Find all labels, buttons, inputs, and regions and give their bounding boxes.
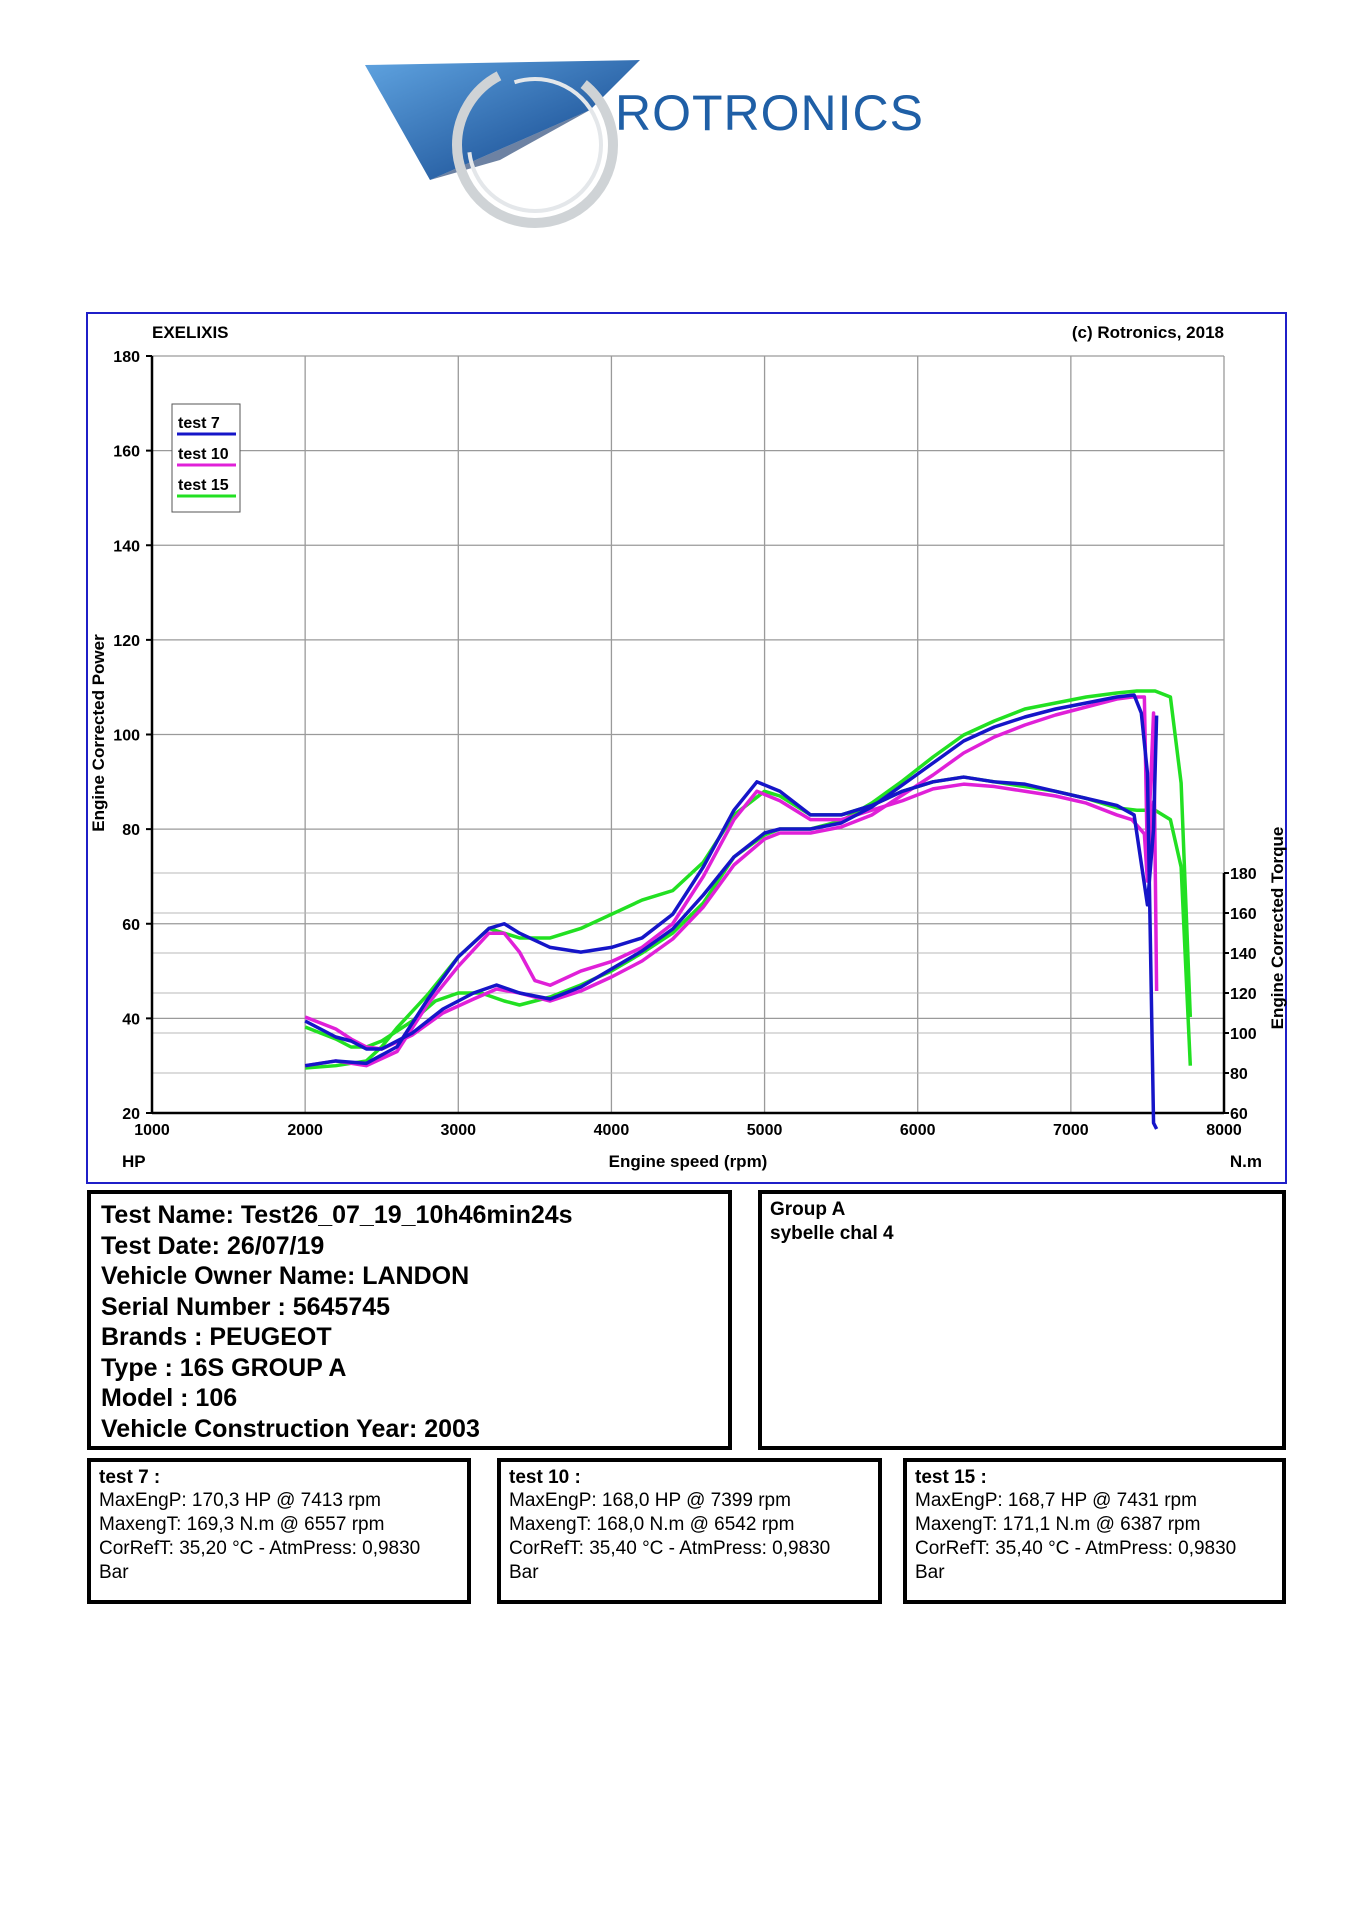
y-tick-label-left: 20 — [122, 1106, 140, 1123]
y-tick-label-left: 100 — [113, 728, 140, 745]
group-notes-box: Group A sybelle chal 4 — [758, 1190, 1286, 1450]
y2-unit-label: N.m — [1230, 1152, 1262, 1171]
y-tick-label-left: 120 — [113, 633, 140, 650]
test-summary-name: test 15 : — [915, 1467, 987, 1488]
x-axis-title: Engine speed (rpm) — [609, 1152, 768, 1171]
test-summary-corref: CorRefT: 35,20 °C - AtmPress: 0,9830 — [99, 1538, 421, 1559]
y-tick-label-left: 40 — [122, 1011, 140, 1028]
y-tick-label-right: 180 — [1230, 866, 1257, 883]
brands-text: Brands : PEUGEOT — [101, 1323, 332, 1351]
y-tick-label-left: 60 — [122, 917, 140, 934]
y-tick-label-right: 140 — [1230, 946, 1257, 963]
x-tick-label: 2000 — [287, 1122, 323, 1139]
x-tick-label: 3000 — [440, 1122, 476, 1139]
torque-line-test-10 — [304, 695, 1159, 1051]
test-summary-name: test 7 : — [99, 1467, 161, 1488]
rotronics-logo: ROTRONICS — [365, 60, 924, 228]
model-text: Model : 106 — [101, 1384, 238, 1412]
y-tick-label-right: 60 — [1230, 1106, 1248, 1123]
power-line-test-15 — [305, 775, 1193, 1070]
test-summary-maxp: MaxEngP: 168,0 HP @ 7399 rpm — [509, 1490, 791, 1511]
x-tick-label: 7000 — [1053, 1122, 1089, 1139]
serial-number-text: Serial Number : 5645745 — [101, 1292, 391, 1321]
logo-text: ROTRONICS — [615, 85, 924, 141]
group-line-1: Group A — [770, 1199, 846, 1220]
owner-name-text: Vehicle Owner Name: LANDON — [101, 1262, 470, 1290]
power-line-test-7 — [304, 715, 1159, 1068]
y-tick-label-left: 80 — [122, 822, 140, 839]
test-summary-unit: Bar — [99, 1562, 129, 1583]
x-tick-label: 1000 — [134, 1122, 170, 1139]
header-right-label: (c) Rotronics, 2018 — [1072, 323, 1224, 342]
y-tick-label-right: 80 — [1230, 1066, 1248, 1083]
test-summary-unit: Bar — [509, 1562, 539, 1583]
y-tick-label-left: 140 — [113, 538, 140, 555]
y-tick-label-right: 160 — [1230, 906, 1257, 923]
test-summary-corref: CorRefT: 35,40 °C - AtmPress: 0,9830 — [509, 1538, 831, 1559]
x-tick-label: 5000 — [747, 1122, 783, 1139]
legend-label: test 7 — [178, 415, 220, 432]
header-left-label: EXELIXIS — [152, 323, 229, 342]
legend-label: test 10 — [178, 446, 229, 463]
test-15-summary-box: test 15 : MaxEngP: 168,7 HP @ 7431 rpm M… — [903, 1458, 1286, 1604]
y-tick-label-right: 120 — [1230, 986, 1257, 1003]
y-axis-title-right: Engine Corrected Torque — [1268, 827, 1287, 1030]
test-summary-name: test 10 : — [509, 1467, 581, 1488]
y-tick-label-right: 100 — [1230, 1026, 1257, 1043]
chart-legend: test 7 test 10 test 15 — [171, 403, 241, 513]
logo-ring-shape — [452, 62, 618, 228]
x-tick-label: 6000 — [900, 1122, 936, 1139]
x-tick-label: 8000 — [1206, 1122, 1242, 1139]
power-line-test-10 — [304, 782, 1156, 1068]
test-summary-unit: Bar — [915, 1562, 945, 1583]
test-name-text: Test Name: Test26_07_19_10h46min24s — [101, 1201, 573, 1229]
chart-frame — [86, 312, 1287, 1184]
x-tick-label: 4000 — [594, 1122, 630, 1139]
dyno-chart: EXELIXIS (c) Rotronics, 2018 1000 2000 300… — [86, 312, 1287, 1184]
construction-year-text: Vehicle Construction Year: 2003 — [101, 1414, 480, 1443]
chart-series — [304, 689, 1193, 1130]
chart-axes: 1000 2000 3000 4000 5000 6000 7000 8000 20 40 60 80… — [113, 349, 1257, 1139]
legend-label: test 15 — [178, 477, 229, 494]
test-summary-maxt: MaxengT: 169,3 N.m @ 6557 rpm — [99, 1514, 385, 1535]
torque-line-test-7 — [304, 693, 1159, 1130]
test-date-text: Test Date: 26/07/19 — [101, 1231, 325, 1260]
test-summary-maxt: MaxengT: 168,0 N.m @ 6542 rpm — [509, 1514, 795, 1535]
test-summary-corref: CorRefT: 35,40 °C - AtmPress: 0,9830 — [915, 1538, 1237, 1559]
test-10-summary-box: test 10 : MaxEngP: 168,0 HP @ 7399 rpm M… — [497, 1458, 882, 1604]
test-summary-maxt: MaxengT: 171,1 N.m @ 6387 rpm — [915, 1514, 1201, 1535]
test-7-summary-box: test 7 : MaxEngP: 170,3 HP @ 7413 rpm Ma… — [87, 1458, 471, 1604]
y-axis-title-left: Engine Corrected Power — [89, 634, 108, 832]
test-summary-maxp: MaxEngP: 170,3 HP @ 7413 rpm — [99, 1490, 381, 1511]
y-tick-label-left: 160 — [113, 444, 140, 461]
group-line-2: sybelle chal 4 — [770, 1223, 894, 1244]
type-text: Type : 16S GROUP A — [101, 1353, 347, 1382]
test-summary-maxp: MaxEngP: 168,7 HP @ 7431 rpm — [915, 1490, 1197, 1511]
y-tick-label-left: 180 — [113, 349, 140, 366]
chart-grid — [151, 355, 1225, 1114]
x-unit-label: HP — [122, 1152, 146, 1171]
test-info-box: Test Name: Test26_07_19_10h46min24s Test… — [87, 1190, 732, 1450]
